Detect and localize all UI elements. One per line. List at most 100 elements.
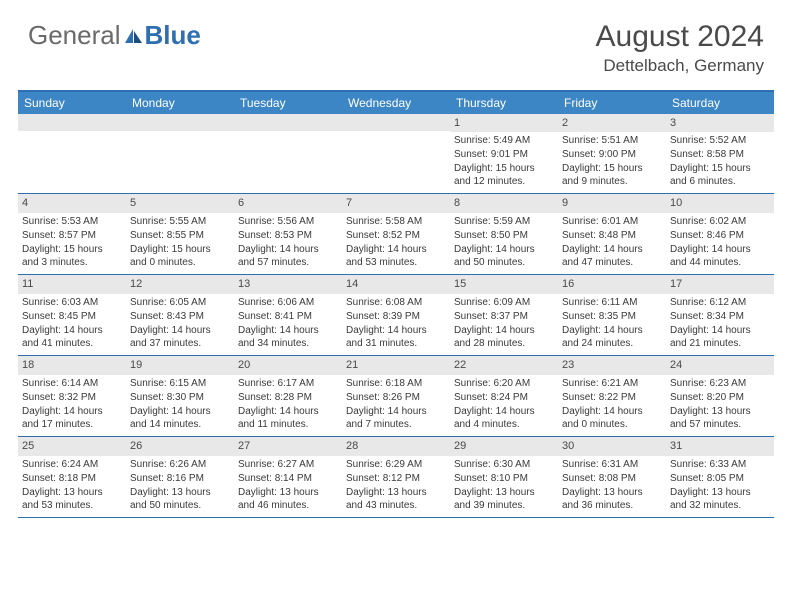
sunrise-line: Sunrise: 6:29 AM	[346, 458, 446, 471]
day-number: 16	[558, 275, 666, 293]
day-cell: 5 Sunrise: 5:55 AMSunset: 8:55 PMDaylight…	[126, 194, 234, 274]
day-info: Sunrise: 6:02 AMSunset: 8:46 PMDaylight:…	[666, 215, 774, 274]
day-cell: 15Sunrise: 6:09 AMSunset: 8:37 PMDayligh…	[450, 275, 558, 355]
sunset-line: Sunset: 8:22 PM	[562, 391, 662, 404]
sunrise-line: Sunrise: 6:03 AM	[22, 296, 122, 309]
sunrise-line: Sunrise: 6:17 AM	[238, 377, 338, 390]
day-number: 9	[558, 194, 666, 212]
calendar: SundayMondayTuesdayWednesdayThursdayFrid…	[18, 90, 774, 518]
daylight-line: Daylight: 13 hours and 32 minutes.	[670, 486, 770, 512]
day-info: Sunrise: 6:05 AMSunset: 8:43 PMDaylight:…	[126, 296, 234, 355]
title-block: August 2024 Dettelbach, Germany	[596, 20, 764, 76]
day-cell: 20Sunrise: 6:17 AMSunset: 8:28 PMDayligh…	[234, 356, 342, 436]
daylight-line: Daylight: 15 hours and 3 minutes.	[22, 243, 122, 269]
sunrise-line: Sunrise: 6:23 AM	[670, 377, 770, 390]
sunset-line: Sunset: 8:39 PM	[346, 310, 446, 323]
daylight-line: Daylight: 14 hours and 34 minutes.	[238, 324, 338, 350]
logo-text-general: General	[28, 20, 121, 51]
sunset-line: Sunset: 8:52 PM	[346, 229, 446, 242]
day-info: Sunrise: 6:33 AMSunset: 8:05 PMDaylight:…	[666, 458, 774, 517]
day-cell: 13 Sunrise: 6:06 AMSunset: 8:41 PMDayligh…	[234, 275, 342, 355]
day-info: Sunrise: 5:52 AMSunset: 8:58 PMDaylight:…	[666, 134, 774, 193]
day-number: 10	[666, 194, 774, 212]
day-info: Sunrise: 5:53 AMSunset: 8:57 PMDaylight:…	[18, 215, 126, 274]
sunset-line: Sunset: 8:12 PM	[346, 472, 446, 485]
daylight-line: Daylight: 15 hours and 9 minutes.	[562, 162, 662, 188]
sunset-line: Sunset: 8:35 PM	[562, 310, 662, 323]
day-info: Sunrise: 6:08 AMSunset: 8:39 PMDaylight:…	[342, 296, 450, 355]
daylight-line: Daylight: 14 hours and 28 minutes.	[454, 324, 554, 350]
day-cell: 21 Sunrise: 6:18 AMSunset: 8:26 PMDayligh…	[342, 356, 450, 436]
daylight-line: Daylight: 14 hours and 53 minutes.	[346, 243, 446, 269]
day-cell: 27Sunrise: 6:27 AMSunset: 8:14 PMDayligh…	[234, 437, 342, 517]
day-cell: 22Sunrise: 6:20 AMSunset: 8:24 PMDayligh…	[450, 356, 558, 436]
sunrise-line: Sunrise: 5:52 AM	[670, 134, 770, 147]
day-info: Sunrise: 6:20 AMSunset: 8:24 PMDaylight:…	[450, 377, 558, 436]
sunset-line: Sunset: 8:53 PM	[238, 229, 338, 242]
daylight-line: Daylight: 14 hours and 21 minutes.	[670, 324, 770, 350]
day-info: Sunrise: 6:01 AMSunset: 8:48 PMDaylight:…	[558, 215, 666, 274]
day-cell	[342, 114, 450, 193]
sunrise-line: Sunrise: 6:24 AM	[22, 458, 122, 471]
day-cell: 7 Sunrise: 5:58 AMSunset: 8:52 PMDaylight…	[342, 194, 450, 274]
day-info: Sunrise: 6:23 AMSunset: 8:20 PMDaylight:…	[666, 377, 774, 436]
sunrise-line: Sunrise: 6:06 AM	[238, 296, 338, 309]
sunrise-line: Sunrise: 6:21 AM	[562, 377, 662, 390]
daylight-line: Daylight: 14 hours and 14 minutes.	[130, 405, 230, 431]
sunset-line: Sunset: 8:43 PM	[130, 310, 230, 323]
sunset-line: Sunset: 8:41 PM	[238, 310, 338, 323]
day-number: 7	[342, 194, 450, 212]
day-number: 21	[342, 356, 450, 374]
logo: General Blue	[28, 20, 201, 51]
sunset-line: Sunset: 8:18 PM	[22, 472, 122, 485]
day-number: 13	[234, 275, 342, 293]
sunrise-line: Sunrise: 6:18 AM	[346, 377, 446, 390]
sunrise-line: Sunrise: 5:53 AM	[22, 215, 122, 228]
day-number: 5	[126, 194, 234, 212]
day-number: 23	[558, 356, 666, 374]
day-info: Sunrise: 6:18 AMSunset: 8:26 PMDaylight:…	[342, 377, 450, 436]
sunset-line: Sunset: 8:28 PM	[238, 391, 338, 404]
sunset-line: Sunset: 8:16 PM	[130, 472, 230, 485]
week-row: 4Sunrise: 5:53 AMSunset: 8:57 PMDaylight…	[18, 194, 774, 275]
day-info: Sunrise: 6:12 AMSunset: 8:34 PMDaylight:…	[666, 296, 774, 355]
day-number: 26	[126, 437, 234, 455]
sunrise-line: Sunrise: 6:09 AM	[454, 296, 554, 309]
day-cell: 25Sunrise: 6:24 AMSunset: 8:18 PMDayligh…	[18, 437, 126, 517]
day-info: Sunrise: 6:11 AMSunset: 8:35 PMDaylight:…	[558, 296, 666, 355]
sunset-line: Sunset: 8:10 PM	[454, 472, 554, 485]
sunset-line: Sunset: 8:32 PM	[22, 391, 122, 404]
sunset-line: Sunset: 8:30 PM	[130, 391, 230, 404]
day-info: Sunrise: 5:59 AMSunset: 8:50 PMDaylight:…	[450, 215, 558, 274]
day-header: Saturday	[666, 92, 774, 114]
sunrise-line: Sunrise: 5:58 AM	[346, 215, 446, 228]
sunrise-line: Sunrise: 6:27 AM	[238, 458, 338, 471]
week-row: 1Sunrise: 5:49 AMSunset: 9:01 PMDaylight…	[18, 114, 774, 194]
sunset-line: Sunset: 9:00 PM	[562, 148, 662, 161]
day-cell: 17Sunrise: 6:12 AMSunset: 8:34 PMDayligh…	[666, 275, 774, 355]
sunset-line: Sunset: 8:46 PM	[670, 229, 770, 242]
day-cell: 31Sunrise: 6:33 AMSunset: 8:05 PMDayligh…	[666, 437, 774, 517]
day-number: 15	[450, 275, 558, 293]
daylight-line: Daylight: 14 hours and 17 minutes.	[22, 405, 122, 431]
day-number: 28	[342, 437, 450, 455]
day-info: Sunrise: 6:30 AMSunset: 8:10 PMDaylight:…	[450, 458, 558, 517]
day-info: Sunrise: 6:03 AMSunset: 8:45 PMDaylight:…	[18, 296, 126, 355]
day-number-empty	[234, 114, 342, 131]
day-info: Sunrise: 6:14 AMSunset: 8:32 PMDaylight:…	[18, 377, 126, 436]
daylight-line: Daylight: 13 hours and 53 minutes.	[22, 486, 122, 512]
day-cell: 29Sunrise: 6:30 AMSunset: 8:10 PMDayligh…	[450, 437, 558, 517]
day-cell: 18Sunrise: 6:14 AMSunset: 8:32 PMDayligh…	[18, 356, 126, 436]
day-cell: 19Sunrise: 6:15 AMSunset: 8:30 PMDayligh…	[126, 356, 234, 436]
day-info: Sunrise: 6:27 AMSunset: 8:14 PMDaylight:…	[234, 458, 342, 517]
header: General Blue August 2024 Dettelbach, Ger…	[0, 0, 792, 84]
day-info: Sunrise: 5:58 AMSunset: 8:52 PMDaylight:…	[342, 215, 450, 274]
day-info: Sunrise: 6:21 AMSunset: 8:22 PMDaylight:…	[558, 377, 666, 436]
sunset-line: Sunset: 8:08 PM	[562, 472, 662, 485]
day-number: 8	[450, 194, 558, 212]
sunset-line: Sunset: 8:14 PM	[238, 472, 338, 485]
month-title: August 2024	[596, 20, 764, 54]
day-info: Sunrise: 6:24 AMSunset: 8:18 PMDaylight:…	[18, 458, 126, 517]
location: Dettelbach, Germany	[596, 56, 764, 76]
day-info: Sunrise: 5:55 AMSunset: 8:55 PMDaylight:…	[126, 215, 234, 274]
